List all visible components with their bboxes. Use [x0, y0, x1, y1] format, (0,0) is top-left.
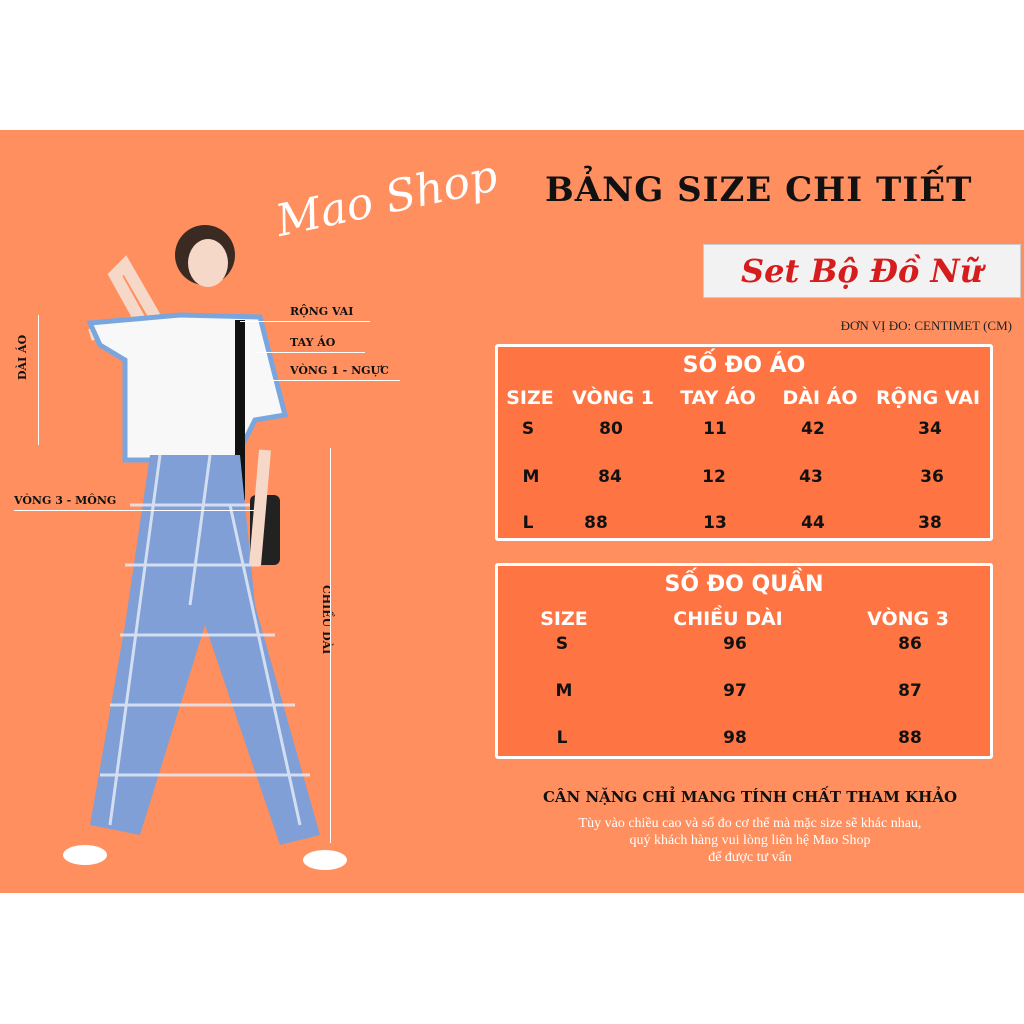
note-text: Tùy vào chiều cao và số đo cơ thể mà mặc… — [520, 815, 980, 866]
table-cell: 88 — [584, 513, 608, 533]
column-header: VÒNG 3 — [867, 608, 949, 630]
table-cell: 84 — [598, 467, 622, 487]
table-cell: 97 — [723, 681, 747, 701]
column-header: RỘNG VAI — [875, 387, 981, 409]
table-cell: 38 — [918, 513, 942, 533]
table-cell: S — [521, 419, 535, 439]
shoulder-line — [240, 321, 370, 322]
table-cell: L — [556, 728, 568, 748]
label-sleeve: TAY ÁO — [290, 336, 336, 349]
table-cell: 11 — [703, 419, 727, 439]
sleeve-line — [255, 352, 365, 353]
column-header: DÀI ÁO — [782, 387, 858, 409]
table-cell: 42 — [801, 419, 825, 439]
table-cell: 36 — [920, 467, 944, 487]
table-cell: 86 — [898, 634, 922, 654]
shirt-length-line — [38, 315, 39, 445]
table-cell: 96 — [723, 634, 747, 654]
table-cell: 43 — [799, 467, 823, 487]
pants-table-title: SỐ ĐO QUẦN — [664, 572, 824, 597]
column-header: SIZE — [506, 387, 554, 409]
column-header: CHIỀU DÀI — [673, 608, 783, 630]
column-header: SIZE — [540, 608, 588, 630]
shirt-size-table: SỐ ĐO ÁO SIZE VÒNG 1 TAY ÁO DÀI ÁO RỘNG … — [495, 344, 993, 541]
table-cell: 87 — [898, 681, 922, 701]
label-pants-length: CHIỀU DÀI — [320, 585, 333, 655]
column-header: TAY ÁO — [680, 387, 756, 409]
page-title: BẢNG SIZE CHI TIẾT — [545, 170, 973, 210]
table-cell: 88 — [898, 728, 922, 748]
label-hip: VÒNG 3 - MÔNG — [14, 494, 117, 507]
table-cell: L — [522, 513, 534, 533]
table-cell: 12 — [702, 467, 726, 487]
note-heading: CÂN NẶNG CHỈ MANG TÍNH CHẤT THAM KHẢO — [542, 788, 958, 806]
note-line: quý khách hàng vui lòng liên hệ Mao Shop — [629, 833, 871, 848]
note-line: để được tư vấn — [708, 850, 792, 865]
model-photo — [63, 225, 347, 870]
label-shirt-length: DÀI ÁO — [16, 334, 29, 380]
label-chest: VÒNG 1 - NGỰC — [290, 364, 389, 377]
product-name: Set Bộ Đồ Nữ — [703, 244, 1021, 298]
table-cell: 34 — [918, 419, 942, 439]
table-cell: 44 — [801, 513, 825, 533]
note-line: Tùy vào chiều cao và số đo cơ thể mà mặc… — [578, 816, 922, 831]
pants-length-line — [330, 448, 331, 843]
chest-line — [270, 380, 400, 381]
shirt-table-title: SỐ ĐO ÁO — [682, 353, 806, 378]
pants-size-table: SỐ ĐO QUẦN SIZE CHIỀU DÀI VÒNG 3 S 96 86… — [495, 563, 993, 759]
column-header: VÒNG 1 — [572, 387, 654, 409]
label-shoulder: RỘNG VAI — [290, 305, 354, 318]
table-cell: M — [522, 467, 540, 487]
table-cell: 98 — [723, 728, 747, 748]
table-cell: 80 — [599, 419, 623, 439]
table-cell: S — [555, 634, 569, 654]
table-cell: M — [555, 681, 573, 701]
table-cell: 13 — [703, 513, 727, 533]
hip-line — [14, 510, 254, 511]
unit-note: ĐƠN VỊ ĐO: CENTIMET (CM) — [840, 318, 1012, 333]
